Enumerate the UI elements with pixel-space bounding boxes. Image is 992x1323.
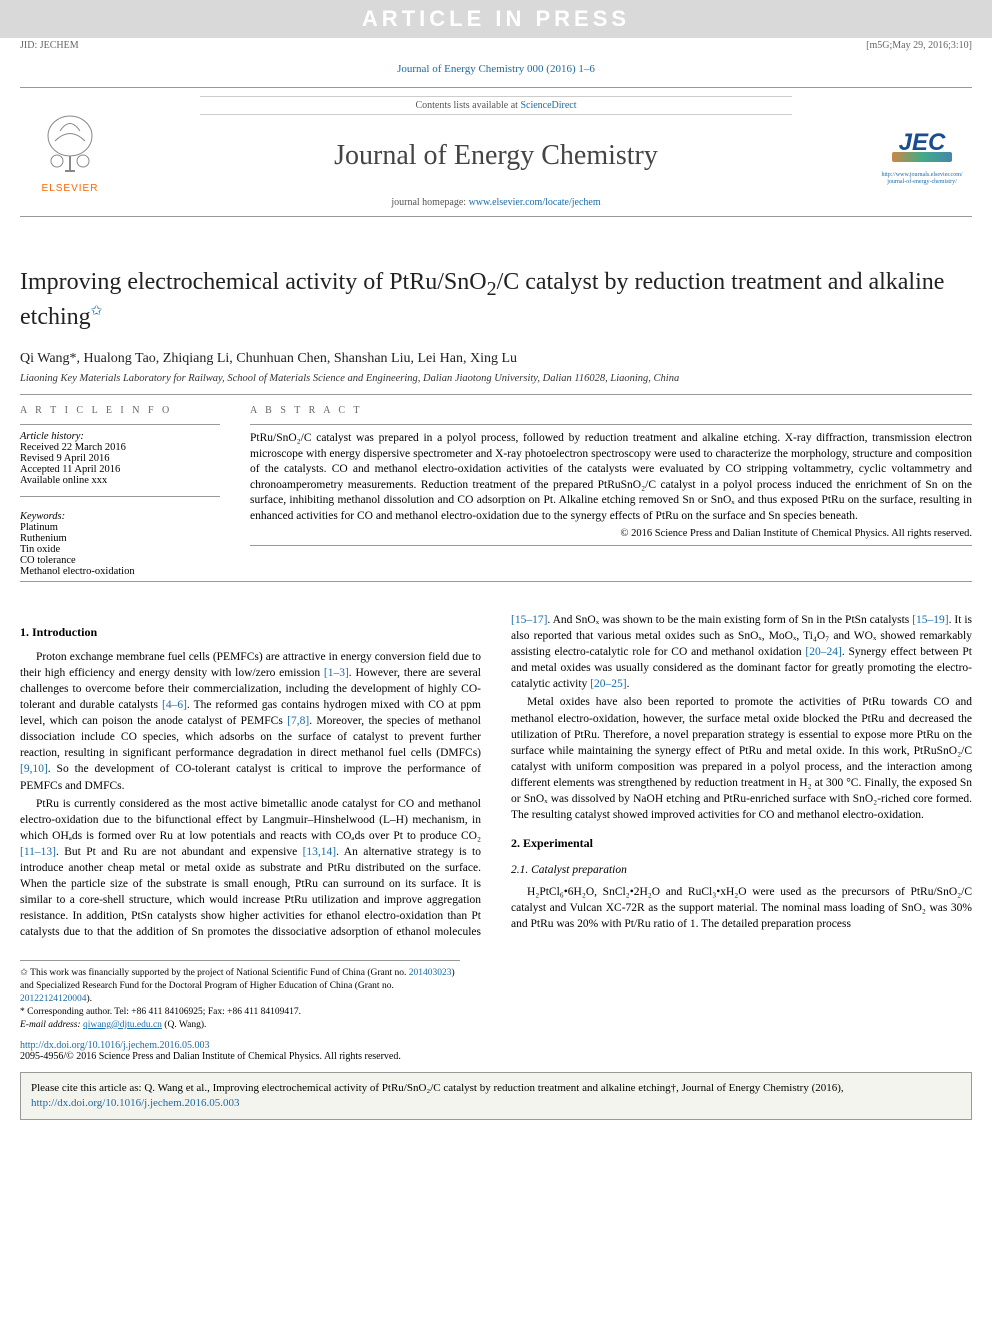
citation-link[interactable]: [9,10] bbox=[20, 763, 48, 775]
homepage-line: journal homepage: www.elsevier.com/locat… bbox=[120, 197, 872, 208]
title-sub: 2 bbox=[487, 278, 497, 300]
journal-name: Journal of Energy Chemistry bbox=[120, 140, 872, 172]
rule-bottom bbox=[20, 581, 972, 582]
sciencedirect-link[interactable]: ScienceDirect bbox=[520, 100, 576, 111]
funding-note: ✩ This work was financially supported by… bbox=[20, 967, 460, 1005]
text: ). bbox=[87, 994, 93, 1004]
doi-block: http://dx.doi.org/10.1016/j.jechem.2016.… bbox=[20, 1040, 972, 1062]
abstract-text: PtRu/SnO₂/C catalyst was prepared in a p… bbox=[250, 431, 972, 524]
info-abstract-row: A R T I C L E I N F O Article history: R… bbox=[20, 405, 972, 577]
header-center: Contents lists available at ScienceDirec… bbox=[120, 88, 872, 216]
press-banner: ARTICLE IN PRESS bbox=[0, 0, 992, 38]
citation-box: Please cite this article as: Q. Wang et … bbox=[20, 1072, 972, 1121]
citation-link[interactable]: [20–25] bbox=[590, 678, 626, 690]
authors-line: Qi Wang*, Hualong Tao, Zhiqiang Li, Chun… bbox=[20, 351, 972, 367]
cite-text: Please cite this article as: Q. Wang et … bbox=[31, 1082, 844, 1094]
citation-link[interactable]: [11–13] bbox=[20, 846, 56, 858]
keyword: Ruthenium bbox=[20, 533, 220, 544]
email-label: E-mail address: bbox=[20, 1020, 83, 1030]
keyword: Platinum bbox=[20, 522, 220, 533]
grant-link[interactable]: 20122124120004 bbox=[20, 994, 87, 1004]
top-meta-row: JID: JECHEM [m5G;May 29, 2016;3:10] bbox=[0, 38, 992, 59]
subsection-preparation: 2.1. Catalyst preparation bbox=[511, 862, 972, 878]
para: Metal oxides have also been reported to … bbox=[511, 694, 972, 823]
contents-line: Contents lists available at ScienceDirec… bbox=[200, 96, 792, 115]
article-title: Improving electrochemical activity of Pt… bbox=[20, 267, 972, 333]
para: H₂PtCl₆•6H₂O, SnCl₂•2H₂O and RuCl₃•xH₂O … bbox=[511, 884, 972, 932]
stage-label: [m5G;May 29, 2016;3:10] bbox=[866, 40, 972, 51]
abstract-copyright: © 2016 Science Press and Dalian Institut… bbox=[250, 528, 972, 539]
text: . And SnOₓ was shown to be the main exis… bbox=[547, 614, 912, 626]
text: . bbox=[627, 678, 630, 690]
history-label: Article history: bbox=[20, 431, 220, 442]
journal-header: ELSEVIER Contents lists available at Sci… bbox=[20, 87, 972, 217]
para: Proton exchange membrane fuel cells (PEM… bbox=[20, 649, 481, 794]
citation-link[interactable]: [20–24] bbox=[805, 646, 841, 658]
citation-link[interactable]: [13,14] bbox=[303, 846, 337, 858]
abs-rule-bottom bbox=[250, 545, 972, 546]
jid-label: JID: JECHEM bbox=[20, 40, 79, 51]
jec-wordmark: JEC bbox=[882, 118, 962, 168]
section-intro: 1. Introduction bbox=[20, 624, 481, 641]
history-online: Available online xxx bbox=[20, 475, 220, 486]
citation-link[interactable]: [15–19] bbox=[912, 614, 948, 626]
jec-logo: JEC http://www.journals.elsevier.com/ jo… bbox=[872, 88, 972, 216]
keyword: Tin oxide bbox=[20, 544, 220, 555]
text: PtRu is currently considered as the most… bbox=[20, 798, 481, 842]
homepage-link[interactable]: www.elsevier.com/locate/jechem bbox=[469, 197, 601, 208]
elsevier-wordmark: ELSEVIER bbox=[42, 183, 99, 194]
email-link[interactable]: qiwang@djtu.edu.cn bbox=[83, 1020, 162, 1030]
body-columns: 1. Introduction Proton exchange membrane… bbox=[20, 612, 972, 940]
section-experimental: 2. Experimental bbox=[511, 835, 972, 852]
title-star-icon: ✩ bbox=[91, 304, 103, 319]
doi-link[interactable]: http://dx.doi.org/10.1016/j.jechem.2016.… bbox=[20, 1040, 210, 1051]
cite-doi-link[interactable]: http://dx.doi.org/10.1016/j.jechem.2016.… bbox=[31, 1097, 239, 1109]
homepage-prefix: journal homepage: bbox=[391, 197, 468, 208]
citation-link[interactable]: [4–6] bbox=[162, 699, 187, 711]
title-part-a: Improving electrochemical activity of Pt… bbox=[20, 269, 487, 295]
title-block: Improving electrochemical activity of Pt… bbox=[20, 267, 972, 333]
citation-link[interactable]: [1–3] bbox=[324, 667, 349, 679]
info-rule bbox=[20, 424, 220, 425]
text: . So the development of CO-tolerant cata… bbox=[20, 763, 481, 791]
keyword: CO tolerance bbox=[20, 555, 220, 566]
info-heading: A R T I C L E I N F O bbox=[20, 405, 220, 416]
article-info: A R T I C L E I N F O Article history: R… bbox=[20, 405, 220, 577]
elsevier-tree-icon bbox=[35, 111, 105, 181]
abstract-col: A B S T R A C T PtRu/SnO₂/C catalyst was… bbox=[250, 405, 972, 577]
history-received: Received 22 March 2016 bbox=[20, 442, 220, 453]
keywords-label: Keywords: bbox=[20, 511, 220, 522]
text: (Q. Wang). bbox=[162, 1020, 206, 1030]
citation-link[interactable]: [7,8] bbox=[287, 715, 309, 727]
history-revised: Revised 9 April 2016 bbox=[20, 453, 220, 464]
corresponding-note: * Corresponding author. Tel: +86 411 841… bbox=[20, 1006, 460, 1019]
rule-top bbox=[20, 394, 972, 395]
affiliation: Liaoning Key Materials Laboratory for Ra… bbox=[20, 373, 972, 384]
journal-reference: Journal of Energy Chemistry 000 (2016) 1… bbox=[0, 59, 992, 87]
text: . But Pt and Ru are not abundant and exp… bbox=[56, 846, 303, 858]
abstract-heading: A B S T R A C T bbox=[250, 405, 972, 416]
history-accepted: Accepted 11 April 2016 bbox=[20, 464, 220, 475]
keyword: Methanol electro-oxidation bbox=[20, 566, 220, 577]
issn-line: 2095-4956/© 2016 Science Press and Dalia… bbox=[20, 1051, 972, 1062]
abs-rule bbox=[250, 424, 972, 425]
text: ✩ This work was financially supported by… bbox=[20, 968, 409, 978]
grant-link[interactable]: 201403023 bbox=[409, 968, 452, 978]
citation-link[interactable]: [15–17] bbox=[511, 614, 547, 626]
email-note: E-mail address: qiwang@djtu.edu.cn (Q. W… bbox=[20, 1019, 460, 1032]
footnotes: ✩ This work was financially supported by… bbox=[20, 960, 460, 1031]
contents-prefix: Contents lists available at bbox=[415, 100, 520, 111]
elsevier-logo: ELSEVIER bbox=[20, 88, 120, 216]
kw-rule bbox=[20, 496, 220, 497]
jec-url: http://www.journals.elsevier.com/ journa… bbox=[872, 172, 972, 186]
